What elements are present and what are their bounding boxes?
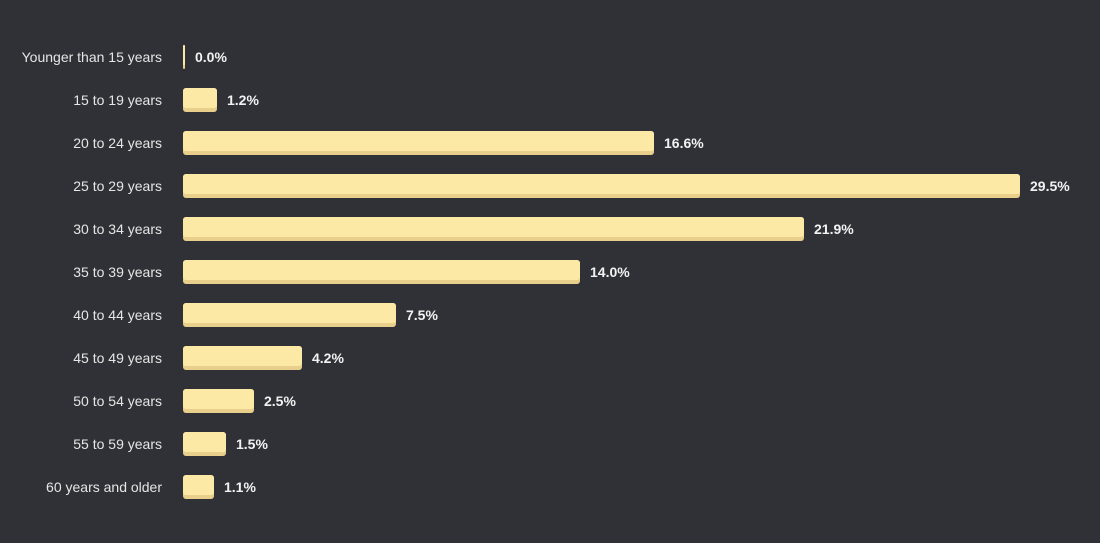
bar: [183, 389, 254, 413]
category-label: 60 years and older: [46, 479, 162, 495]
bar-fill: [183, 217, 804, 237]
bar: [183, 260, 580, 284]
bar-fill: [183, 88, 217, 108]
value-label: 14.0%: [590, 264, 630, 280]
category-label: 30 to 34 years: [73, 221, 162, 237]
bar-fill: [183, 432, 226, 452]
bar: [183, 88, 217, 112]
value-label: 29.5%: [1030, 178, 1070, 194]
value-label: 21.9%: [814, 221, 854, 237]
bar-fill: [183, 303, 396, 323]
category-label: 50 to 54 years: [73, 393, 162, 409]
category-label: 15 to 19 years: [73, 92, 162, 108]
bar-fill: [183, 389, 254, 409]
value-label: 1.2%: [227, 92, 259, 108]
category-label: 45 to 49 years: [73, 350, 162, 366]
category-label: 25 to 29 years: [73, 178, 162, 194]
bar: [183, 45, 185, 69]
category-label: 20 to 24 years: [73, 135, 162, 151]
bar: [183, 174, 1020, 198]
bar-fill: [183, 346, 302, 366]
category-label: 55 to 59 years: [73, 436, 162, 452]
value-label: 7.5%: [406, 307, 438, 323]
value-label: 1.5%: [236, 436, 268, 452]
category-label: 40 to 44 years: [73, 307, 162, 323]
category-label: Younger than 15 years: [21, 49, 162, 65]
bar-fill: [183, 45, 185, 65]
value-label: 16.6%: [664, 135, 704, 151]
bar-fill: [183, 174, 1020, 194]
bar: [183, 475, 214, 499]
value-label: 1.1%: [224, 479, 256, 495]
bar: [183, 346, 302, 370]
bar: [183, 217, 804, 241]
bar: [183, 432, 226, 456]
category-label: 35 to 39 years: [73, 264, 162, 280]
bar: [183, 131, 654, 155]
value-label: 4.2%: [312, 350, 344, 366]
bar-fill: [183, 260, 580, 280]
bar: [183, 303, 396, 327]
value-label: 0.0%: [195, 49, 227, 65]
bar-fill: [183, 475, 214, 495]
value-label: 2.5%: [264, 393, 296, 409]
bar-fill: [183, 131, 654, 151]
